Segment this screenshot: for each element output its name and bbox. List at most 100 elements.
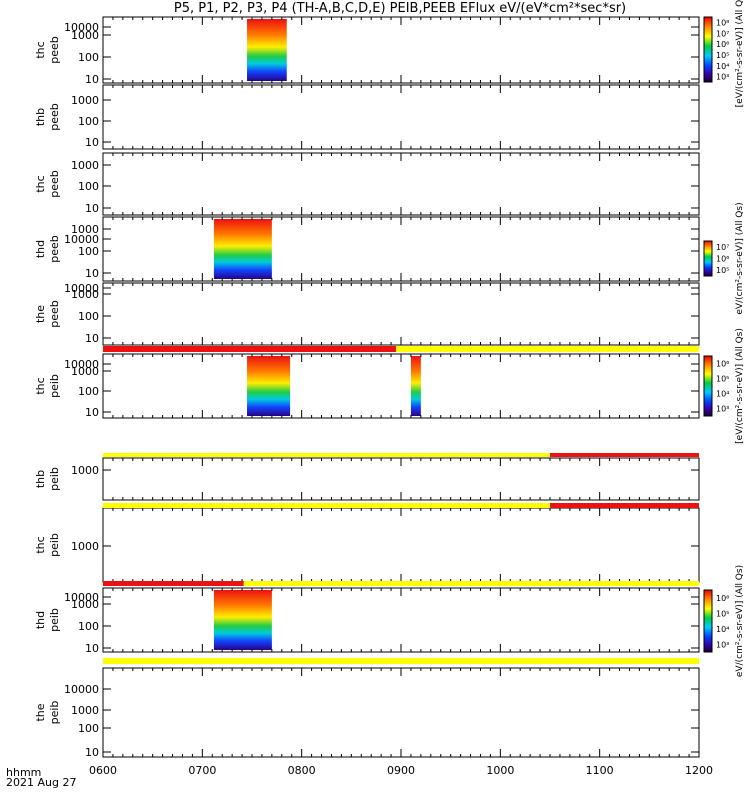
panel-label-2-product: peeb [48, 103, 61, 131]
y-tick-label-8-1000: 1000 [71, 540, 99, 553]
status-bar-2-seg-2 [550, 453, 699, 457]
colorbar-3-tick-1: 10³ [716, 405, 729, 414]
x-tick-label-0600: 0600 [89, 764, 117, 777]
spectrogram-block-4-1 [213, 219, 272, 279]
spectrogram-block-9-1 [213, 590, 272, 650]
colorbar-1-tick-1: 10³ [716, 73, 729, 82]
y-tick-label-4-10000: 10000 [64, 233, 99, 246]
y-tick-label-1-1000: 1000 [71, 29, 99, 42]
y-tick-label-9-1000: 1000 [71, 598, 99, 611]
panel-frame-6 [102, 353, 700, 419]
y-tick-label-10-10000: 10000 [64, 683, 99, 696]
y-tick-label-5-100: 100 [78, 310, 99, 323]
x-tick-label-0800: 0800 [288, 764, 316, 777]
panel-label-9-product: peib [48, 608, 61, 632]
status-bar-1-seg-1 [103, 346, 397, 352]
colorbar-2-tick-3: 10⁷ [716, 243, 729, 252]
panel-label-4-probe: thd [34, 240, 47, 258]
panel-frame-10 [102, 667, 700, 758]
footer-date: 2021 Aug 27 [6, 776, 77, 789]
y-tick-label-3-10: 10 [85, 202, 99, 215]
panel-label-8-probe: thc [34, 536, 47, 553]
panel-frame-8 [102, 507, 700, 583]
y-tick-label-4-10: 10 [85, 267, 99, 280]
colorbar-3-tick-2: 10⁴ [716, 390, 729, 399]
y-tick-label-1-10: 10 [85, 73, 99, 86]
spectrogram-block-1-1 [247, 19, 287, 81]
y-tick-label-5-1000: 1000 [71, 288, 99, 301]
y-tick-label-3-1000: 1000 [71, 159, 99, 172]
y-tick-label-9-100: 100 [78, 620, 99, 633]
y-tick-label-5-10: 10 [85, 332, 99, 345]
y-tick-label-3-100: 100 [78, 180, 99, 193]
y-tick-label-1-10000: 10000 [64, 21, 99, 34]
panel-label-3-product: peeb [48, 170, 61, 198]
x-tick-label-1100: 1100 [586, 764, 614, 777]
y-tick-label-4-1000: 1000 [71, 223, 99, 236]
panel-frame-4 [102, 216, 700, 282]
colorbar-3 [703, 355, 713, 417]
y-tick-label-2-1000: 1000 [71, 94, 99, 107]
status-bar-4-seg-1 [103, 581, 244, 586]
colorbar-4-label: eV/(cm²-s-sr-eV)] (All Qs) [735, 565, 745, 677]
colorbar-3-tick-4: 10⁶ [716, 360, 729, 369]
colorbar-4-tick-1: 10³ [716, 640, 729, 649]
panel-label-6-product: peib [48, 374, 61, 398]
colorbar-2-tick-2: 10⁶ [716, 255, 729, 264]
colorbar-2-label: eV/(cm²-s-sr-eV)] (All Qs) [735, 202, 745, 314]
x-tick-label-1000: 1000 [486, 764, 514, 777]
spectrogram-block-6-1 [247, 356, 291, 416]
status-bar-3-seg-1 [103, 503, 550, 508]
x-tick-label-1200: 1200 [685, 764, 713, 777]
colorbar-3-tick-3: 10⁵ [716, 375, 729, 384]
footer-hhmm: hhmm [6, 766, 42, 779]
panel-frame-1 [102, 16, 700, 84]
panel-label-3-probe: thc [34, 175, 47, 192]
colorbar-3-label: [eV/(cm²-s-sr-eV)] (All Qs) [735, 328, 745, 444]
y-tick-label-1-100: 100 [78, 51, 99, 64]
colorbar-1-tick-5: 10⁷ [716, 29, 729, 38]
panel-label-8-product: peib [48, 533, 61, 557]
colorbar-4-tick-3: 10⁵ [716, 609, 729, 618]
colorbar-1-tick-4: 10⁶ [716, 40, 729, 49]
panel-label-10-probe: the [34, 703, 47, 721]
panel-label-10-product: peib [48, 701, 61, 725]
panel-label-2-probe: thb [34, 108, 47, 126]
y-tick-label-10-100: 100 [78, 722, 99, 735]
colorbar-1 [703, 16, 713, 83]
y-tick-label-6-10: 10 [85, 406, 99, 419]
y-tick-label-6-1000: 1000 [71, 365, 99, 378]
y-tick-label-6-10000: 10000 [64, 358, 99, 371]
panel-label-4-product: peeb [48, 235, 61, 263]
colorbar-1-label: [eV/(cm²-s-sr-eV)] (All Qs) [735, 0, 745, 107]
panel-label-1-probe: thc [34, 41, 47, 58]
y-tick-label-6-100: 100 [78, 385, 99, 398]
y-tick-label-9-10000: 10000 [64, 591, 99, 604]
status-bar-1-seg-2 [396, 346, 699, 352]
colorbar-1-tick-6: 10⁸ [716, 18, 729, 27]
y-tick-label-2-10: 10 [85, 136, 99, 149]
panel-label-7-probe: thb [34, 470, 47, 488]
status-bar-5-seg-1 [103, 658, 699, 664]
y-tick-label-5-10000: 10000 [64, 282, 99, 295]
y-tick-label-10-1000: 1000 [71, 704, 99, 717]
colorbar-4-tick-4: 10⁶ [716, 594, 729, 603]
y-tick-label-2-100: 100 [78, 115, 99, 128]
panel-label-7-product: peib [48, 467, 61, 491]
panel-label-5-product: peeb [48, 300, 61, 328]
colorbar-2 [703, 240, 713, 277]
y-tick-label-10-10: 10 [85, 746, 99, 759]
panel-frame-9 [102, 587, 700, 653]
panel-label-5-probe: the [34, 305, 47, 323]
panel-frame-3 [102, 152, 700, 216]
colorbar-4 [703, 589, 713, 653]
panel-label-9-probe: thd [34, 611, 47, 629]
spectrogram-block-6-2 [410, 356, 421, 416]
panel-frame-5 [102, 282, 700, 346]
colorbar-1-tick-3: 10⁵ [716, 51, 729, 60]
status-bar-4-seg-2 [243, 581, 699, 586]
chart-title: P5, P1, P2, P3, P4 (TH-A,B,C,D,E) PEIB,P… [173, 1, 627, 16]
colorbar-4-tick-2: 10⁴ [716, 625, 729, 634]
y-tick-label-9-10: 10 [85, 642, 99, 655]
